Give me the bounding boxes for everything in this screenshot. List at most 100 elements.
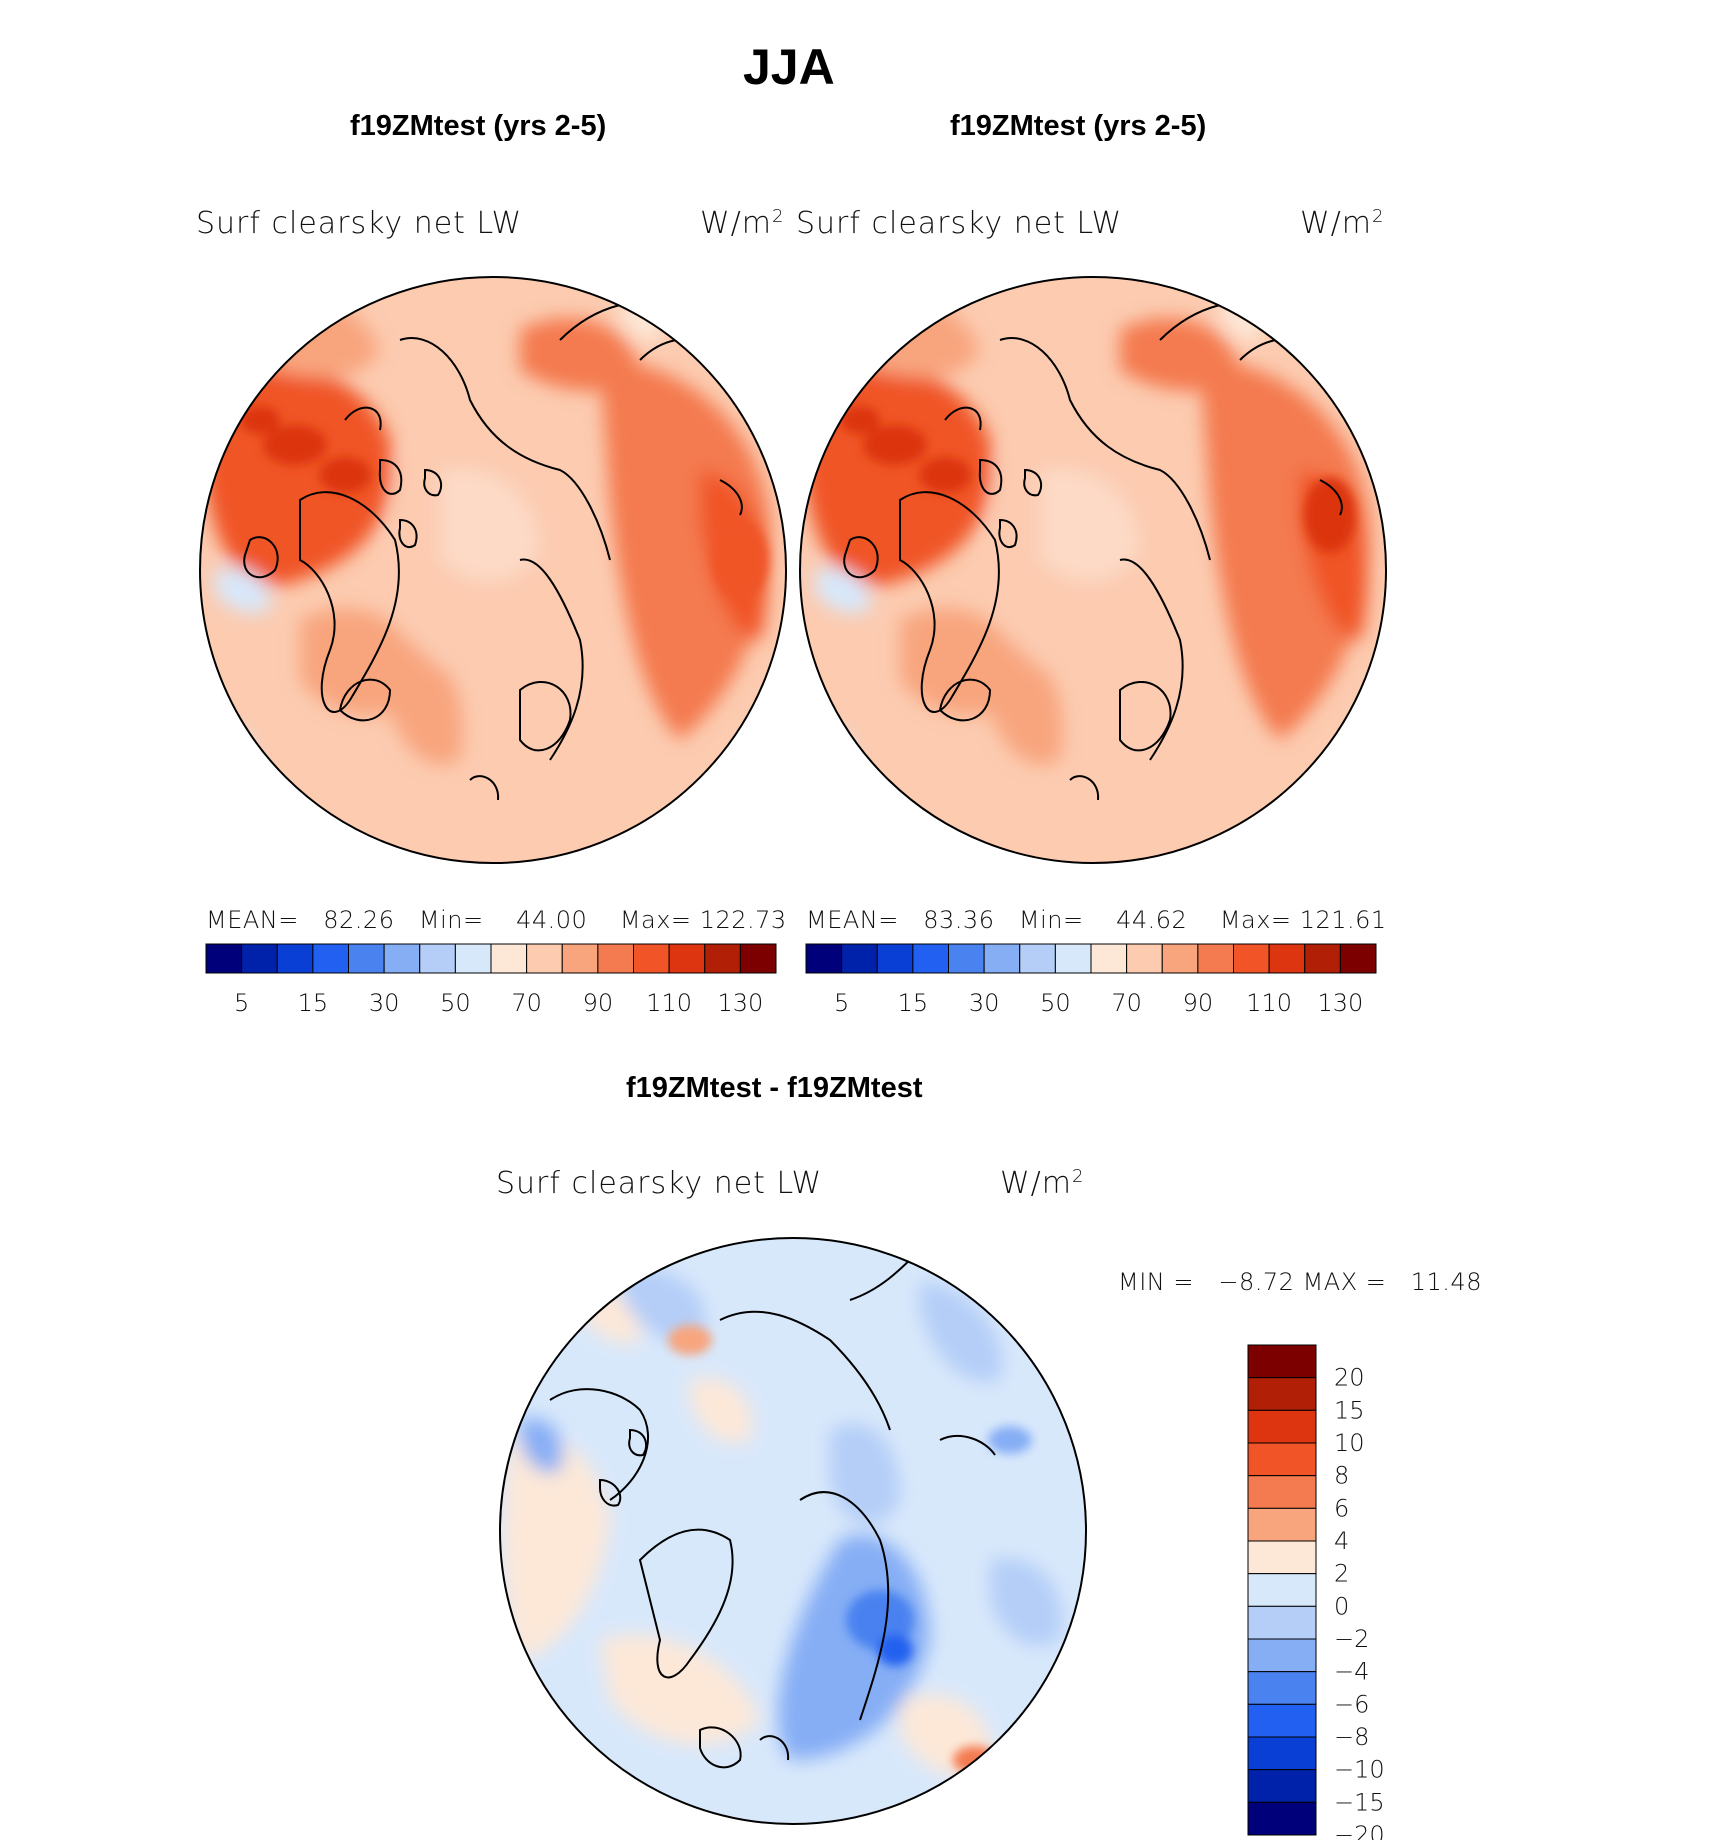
colorbar-2-swatch bbox=[948, 943, 985, 974]
colorbar-1-tick-label: 130 bbox=[717, 989, 763, 1017]
colorbar-2-swatch bbox=[1126, 943, 1163, 974]
colorbar-3-tick-label: −15 bbox=[1334, 1788, 1385, 1816]
colorbar-3-tick-label: −10 bbox=[1334, 1756, 1385, 1784]
colorbar-1-swatch bbox=[276, 943, 314, 974]
colorbar-1-swatch bbox=[205, 943, 243, 974]
map2-field-regions bbox=[800, 292, 1371, 773]
colorbar-3-tick-label: −8 bbox=[1334, 1723, 1369, 1751]
colorbar-2-tick-label: 70 bbox=[1111, 989, 1142, 1017]
panel2-variable: Surf clearsky net LW bbox=[796, 206, 1123, 241]
colorbar-3-swatch bbox=[1247, 1540, 1317, 1575]
colorbar-3-tick-label: −2 bbox=[1334, 1625, 1369, 1653]
colorbar-3-tick-label: 8 bbox=[1334, 1462, 1349, 1490]
colorbar-3-tick-label: 0 bbox=[1334, 1592, 1349, 1620]
colorbar-1-tick-label: 70 bbox=[511, 989, 542, 1017]
colorbar-1-tick-label: 90 bbox=[583, 989, 614, 1017]
panel1-stats: MEAN= 82.26 Min= 44.00 Max= 122.73 bbox=[206, 906, 787, 934]
colorbar-3-tick-label: −6 bbox=[1334, 1690, 1369, 1718]
colorbar-2-tick-label: 90 bbox=[1183, 989, 1214, 1017]
colorbar-3-tick-label: 15 bbox=[1334, 1396, 1365, 1424]
panel3-variable: Surf clearsky net LW bbox=[496, 1166, 823, 1201]
colorbar-3-swatch bbox=[1247, 1769, 1317, 1803]
colorbar-3-swatch bbox=[1247, 1736, 1317, 1771]
colorbar-1-swatch bbox=[490, 943, 528, 974]
map3 bbox=[500, 1238, 1086, 1824]
colorbar-2-swatch bbox=[983, 943, 1021, 974]
colorbar-1-swatch bbox=[561, 943, 599, 974]
colorbar-1-swatch bbox=[419, 943, 456, 974]
colorbar-1-tick-label: 30 bbox=[369, 989, 400, 1017]
colorbar-2-tick-label: 50 bbox=[1040, 989, 1071, 1017]
colorbar-2-swatch bbox=[1054, 943, 1092, 974]
map1-outline bbox=[199, 276, 787, 864]
colorbar-2-swatch bbox=[1161, 943, 1199, 974]
panel1-title: f19ZMtest (yrs 2-5) bbox=[350, 110, 607, 142]
colorbar-1-swatch bbox=[454, 943, 492, 974]
map1-coastlines bbox=[243, 277, 743, 801]
map3-outline bbox=[499, 1237, 1087, 1825]
colorbar-2-swatch bbox=[841, 943, 878, 974]
colorbar-1-swatch bbox=[348, 943, 385, 974]
panel2-units: W/m2 bbox=[1300, 206, 1385, 241]
panel1-units: W/m2 bbox=[700, 206, 785, 241]
colorbar-3-swatch bbox=[1247, 1344, 1317, 1379]
colorbar-1-swatch bbox=[597, 943, 634, 974]
colorbar-1-swatch bbox=[526, 943, 563, 974]
colorbar-2-tick-label: 110 bbox=[1246, 989, 1292, 1017]
colorbar-3-tick-label: 20 bbox=[1334, 1364, 1365, 1392]
colorbar-3-tick-label: −20 bbox=[1334, 1821, 1385, 1840]
colorbar-1-swatch bbox=[312, 943, 349, 974]
colorbar-1-tick-label: 110 bbox=[646, 989, 692, 1017]
colorbar-2-swatch bbox=[1019, 943, 1056, 974]
colorbar-2-swatch bbox=[1197, 943, 1234, 974]
colorbar-1-swatch bbox=[739, 943, 777, 974]
colorbar-2-swatch bbox=[1339, 943, 1377, 974]
colorbar-1-swatch bbox=[633, 943, 670, 974]
map1 bbox=[200, 277, 786, 863]
colorbar-3-swatch bbox=[1247, 1801, 1317, 1836]
colorbar-2-swatch bbox=[805, 943, 843, 974]
map2-outline bbox=[799, 276, 1387, 864]
colorbar-2-tick-label: 5 bbox=[834, 989, 849, 1017]
colorbar-2-tick-label: 30 bbox=[969, 989, 1000, 1017]
map2-hotspots bbox=[840, 406, 1356, 553]
panel3-title: f19ZMtest - f19ZMtest bbox=[626, 1072, 923, 1104]
panel3-stats: MIN = −8.72 MAX = 11.48 bbox=[1118, 1268, 1482, 1296]
colorbar-1-tick-label: 5 bbox=[234, 989, 249, 1017]
colorbar-3-swatch bbox=[1247, 1703, 1317, 1738]
colorbar-3-tick-label: −4 bbox=[1334, 1658, 1369, 1686]
colorbar-2-swatch bbox=[876, 943, 914, 974]
colorbar-3-swatch bbox=[1247, 1507, 1317, 1542]
colorbar-1-tick-label: 15 bbox=[298, 989, 329, 1017]
map3-coastlines bbox=[549, 1249, 996, 1769]
colorbar-1-swatch bbox=[704, 943, 741, 974]
colorbar-2-tick-label: 15 bbox=[898, 989, 929, 1017]
colorbar-1-swatch bbox=[668, 943, 706, 974]
colorbar-3-tick-label: 6 bbox=[1334, 1494, 1349, 1522]
colorbar-1: 5 15 30 50 70 90 110 130 bbox=[205, 943, 777, 1017]
colorbar-3-swatch bbox=[1247, 1573, 1317, 1607]
colorbar-3-swatch bbox=[1247, 1605, 1317, 1640]
colorbar-2-swatch bbox=[1090, 943, 1128, 974]
colorbar-2-tick-label: 130 bbox=[1317, 989, 1363, 1017]
colorbar-3-swatch bbox=[1247, 1409, 1317, 1444]
map1-hotspots bbox=[240, 406, 768, 600]
colorbar-2-swatch bbox=[1268, 943, 1306, 974]
colorbar-3-tick-label: 2 bbox=[1334, 1560, 1349, 1588]
colorbar-2-swatch bbox=[912, 943, 949, 974]
colorbar-1-swatch bbox=[241, 943, 278, 974]
colorbar-3-swatch bbox=[1247, 1475, 1317, 1509]
panel1-variable: Surf clearsky net LW bbox=[196, 206, 523, 241]
colorbar-3-swatch bbox=[1247, 1377, 1317, 1411]
colorbar-3-swatch bbox=[1247, 1671, 1317, 1705]
colorbar-3-tick-label: 10 bbox=[1334, 1429, 1365, 1457]
panel2-stats: MEAN= 83.36 Min= 44.62 Max= 121.61 bbox=[806, 906, 1387, 934]
colorbar-2: 5 15 30 50 70 90 110 130 bbox=[805, 943, 1377, 1017]
colorbar-3-tick-label: 4 bbox=[1334, 1527, 1349, 1555]
colorbar-3-swatch bbox=[1247, 1442, 1317, 1477]
colorbar-2-swatch bbox=[1233, 943, 1270, 974]
colorbar-2-swatch bbox=[1304, 943, 1341, 974]
